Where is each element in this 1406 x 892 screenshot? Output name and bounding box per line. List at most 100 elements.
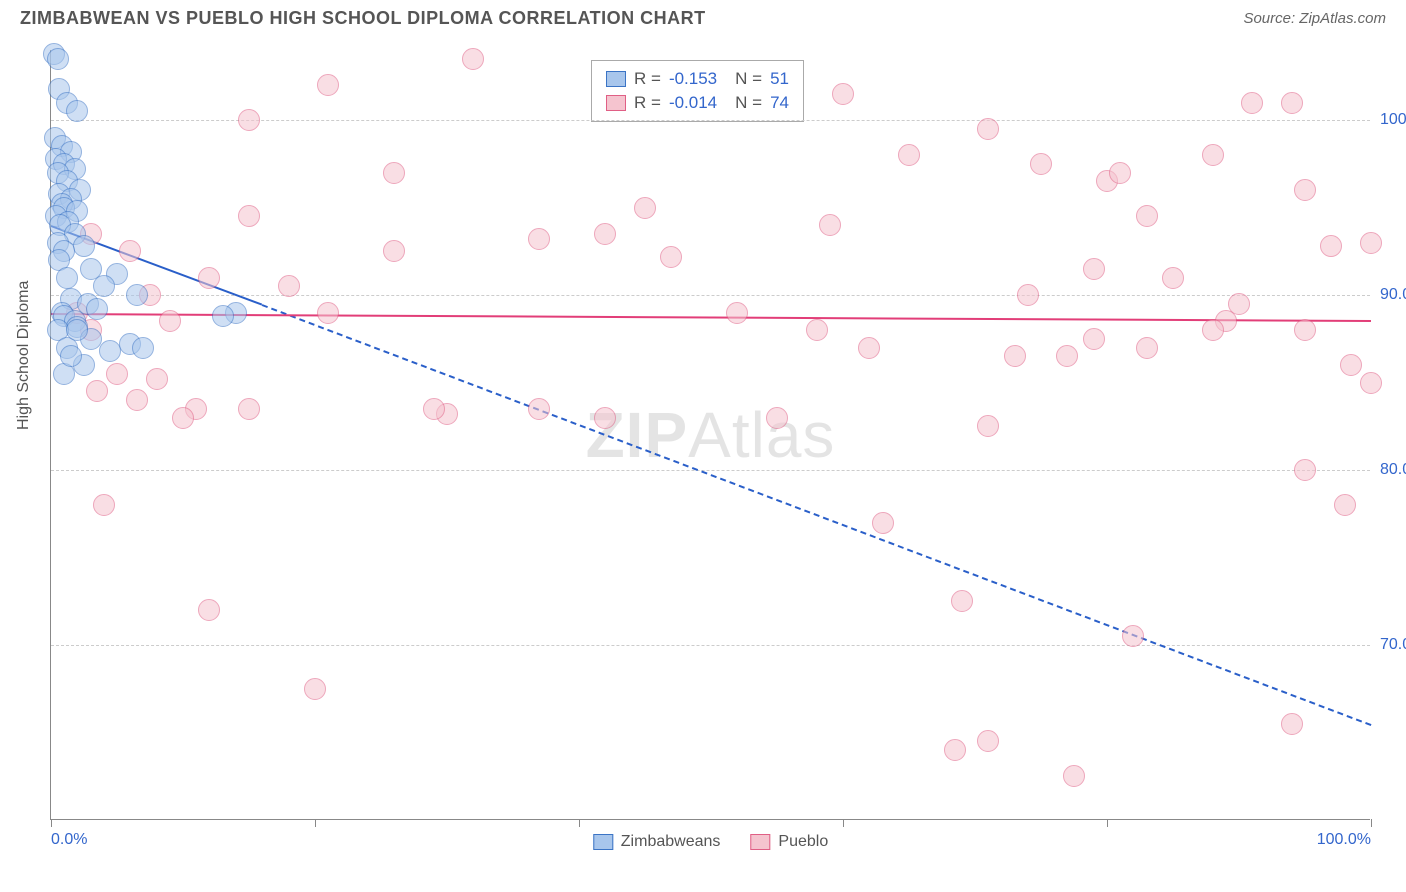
marker-pueblo	[172, 407, 194, 429]
marker-pueblo	[806, 319, 828, 341]
marker-pueblo	[726, 302, 748, 324]
marker-pueblo	[238, 398, 260, 420]
marker-zimbabweans	[47, 48, 69, 70]
marker-pueblo	[1030, 153, 1052, 175]
marker-pueblo	[660, 246, 682, 268]
marker-zimbabweans	[212, 305, 234, 327]
marker-zimbabweans	[60, 345, 82, 367]
chart-title: ZIMBABWEAN VS PUEBLO HIGH SCHOOL DIPLOMA…	[20, 8, 706, 29]
x-tick	[1107, 819, 1108, 827]
correlation-legend: R = -0.153 N = 51 R = -0.014 N = 74	[591, 60, 804, 122]
marker-zimbabweans	[66, 100, 88, 122]
marker-pueblo	[146, 368, 168, 390]
marker-pueblo	[1241, 92, 1263, 114]
series-legend: Zimbabweans Pueblo	[593, 833, 828, 851]
n-value-zimbabweans: 51	[770, 69, 789, 89]
marker-pueblo	[594, 223, 616, 245]
marker-zimbabweans	[93, 275, 115, 297]
r-value-zimbabweans: -0.153	[669, 69, 717, 89]
marker-pueblo	[1162, 267, 1184, 289]
marker-pueblo	[898, 144, 920, 166]
swatch-pueblo	[750, 834, 770, 850]
legend-row-pueblo: R = -0.014 N = 74	[606, 91, 789, 115]
marker-pueblo	[93, 494, 115, 516]
y-tick-label: 80.0%	[1380, 461, 1406, 479]
marker-pueblo	[951, 590, 973, 612]
marker-pueblo	[977, 118, 999, 140]
marker-zimbabweans	[86, 298, 108, 320]
n-label: N =	[735, 69, 762, 89]
marker-pueblo	[198, 599, 220, 621]
marker-pueblo	[1281, 92, 1303, 114]
swatch-pueblo	[606, 95, 626, 111]
grid-line	[51, 645, 1370, 646]
y-tick-label: 70.0%	[1380, 636, 1406, 654]
marker-pueblo	[1122, 625, 1144, 647]
legend-label: Pueblo	[778, 833, 828, 851]
marker-pueblo	[872, 512, 894, 534]
legend-row-zimbabweans: R = -0.153 N = 51	[606, 67, 789, 91]
marker-pueblo	[383, 240, 405, 262]
marker-pueblo	[1294, 459, 1316, 481]
marker-pueblo	[1017, 284, 1039, 306]
marker-pueblo	[317, 302, 339, 324]
marker-pueblo	[1340, 354, 1362, 376]
marker-pueblo	[1294, 179, 1316, 201]
marker-pueblo	[977, 730, 999, 752]
marker-pueblo	[159, 310, 181, 332]
r-value-pueblo: -0.014	[669, 93, 717, 113]
marker-pueblo	[1109, 162, 1131, 184]
r-label: R =	[634, 93, 661, 113]
trend-line	[51, 313, 1371, 322]
grid-line	[51, 295, 1370, 296]
marker-pueblo	[1281, 713, 1303, 735]
legend-item-zimbabweans: Zimbabweans	[593, 833, 721, 851]
marker-pueblo	[317, 74, 339, 96]
marker-pueblo	[1136, 337, 1158, 359]
source-attribution: Source: ZipAtlas.com	[1243, 10, 1386, 27]
marker-pueblo	[1202, 144, 1224, 166]
marker-pueblo	[1136, 205, 1158, 227]
marker-zimbabweans	[73, 235, 95, 257]
marker-pueblo	[198, 267, 220, 289]
n-label: N =	[735, 93, 762, 113]
chart-header: ZIMBABWEAN VS PUEBLO HIGH SCHOOL DIPLOMA…	[0, 0, 1406, 37]
x-tick	[843, 819, 844, 827]
marker-pueblo	[1202, 319, 1224, 341]
x-tick	[315, 819, 316, 827]
x-tick	[51, 819, 52, 827]
marker-zimbabweans	[56, 267, 78, 289]
marker-pueblo	[528, 398, 550, 420]
marker-pueblo	[1360, 232, 1382, 254]
marker-pueblo	[977, 415, 999, 437]
marker-pueblo	[858, 337, 880, 359]
marker-pueblo	[383, 162, 405, 184]
marker-pueblo	[1334, 494, 1356, 516]
marker-zimbabweans	[132, 337, 154, 359]
x-tick	[1371, 819, 1372, 827]
r-label: R =	[634, 69, 661, 89]
marker-pueblo	[1083, 258, 1105, 280]
marker-pueblo	[634, 197, 656, 219]
marker-pueblo	[1294, 319, 1316, 341]
watermark: ZIPAtlas	[586, 398, 836, 472]
swatch-zimbabweans	[593, 834, 613, 850]
marker-pueblo	[528, 228, 550, 250]
x-tick-label: 100.0%	[1317, 831, 1371, 849]
marker-zimbabweans	[66, 319, 88, 341]
y-tick-label: 90.0%	[1380, 286, 1406, 304]
marker-pueblo	[819, 214, 841, 236]
legend-label: Zimbabweans	[621, 833, 721, 851]
grid-line	[51, 470, 1370, 471]
marker-pueblo	[278, 275, 300, 297]
n-value-pueblo: 74	[770, 93, 789, 113]
marker-pueblo	[832, 83, 854, 105]
marker-pueblo	[462, 48, 484, 70]
marker-pueblo	[126, 389, 148, 411]
marker-pueblo	[238, 205, 260, 227]
marker-pueblo	[423, 398, 445, 420]
marker-pueblo	[238, 109, 260, 131]
trend-line	[262, 304, 1372, 726]
marker-zimbabweans	[126, 284, 148, 306]
marker-pueblo	[1360, 372, 1382, 394]
